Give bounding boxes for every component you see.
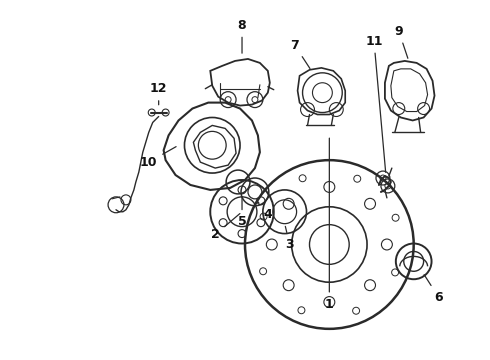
Text: 8: 8 <box>238 19 246 53</box>
Text: 1: 1 <box>325 138 334 311</box>
Text: 12: 12 <box>150 82 168 105</box>
Text: 5: 5 <box>238 197 246 228</box>
Text: 4: 4 <box>257 200 272 221</box>
Text: 6: 6 <box>424 275 443 303</box>
Text: 2: 2 <box>211 213 240 241</box>
Text: 11: 11 <box>365 35 386 172</box>
Text: 3: 3 <box>285 226 294 251</box>
Text: 7: 7 <box>290 39 310 68</box>
Text: 10: 10 <box>140 147 176 168</box>
Text: 9: 9 <box>394 24 408 58</box>
